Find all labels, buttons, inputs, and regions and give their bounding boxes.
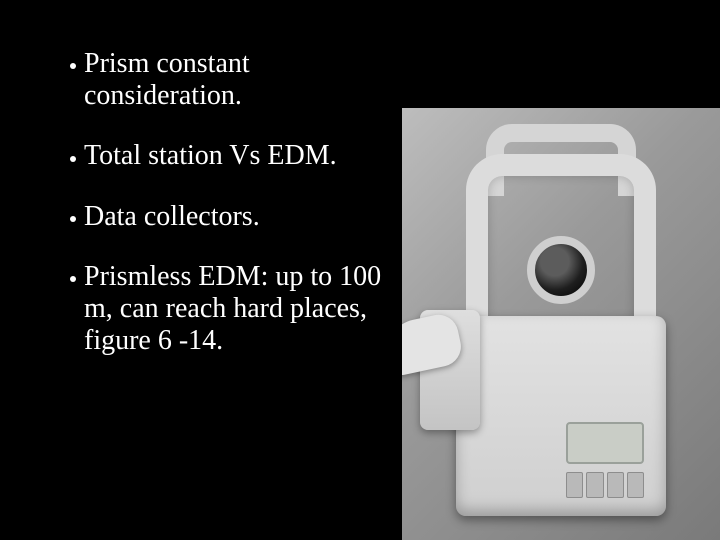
lcd-screen-icon — [566, 422, 644, 464]
bullet-text: Prism constant consideration. — [84, 48, 250, 111]
bullet-item: Total station Vs EDM. — [70, 140, 390, 172]
bullet-text: Total station Vs EDM. — [84, 140, 337, 171]
total-station-photo — [402, 108, 720, 540]
telescope-lens-icon — [527, 236, 595, 304]
slide: Prism constant consideration. Total stat… — [0, 0, 720, 540]
instrument-body — [456, 316, 666, 516]
bullet-text: Prismless EDM: up to 100 m, can reach ha… — [84, 261, 381, 356]
bullet-item: Prism constant consideration. — [70, 48, 390, 112]
bullet-icon — [70, 156, 76, 162]
bullet-text: Data collectors. — [84, 201, 260, 232]
bullet-icon — [70, 216, 76, 222]
bullet-list: Prism constant consideration. Total stat… — [70, 48, 390, 385]
bullet-item: Prismless EDM: up to 100 m, can reach ha… — [70, 261, 390, 358]
bullet-icon — [70, 276, 76, 282]
bullet-icon — [70, 63, 76, 69]
bullet-item: Data collectors. — [70, 201, 390, 233]
keypad-icon — [566, 472, 644, 498]
